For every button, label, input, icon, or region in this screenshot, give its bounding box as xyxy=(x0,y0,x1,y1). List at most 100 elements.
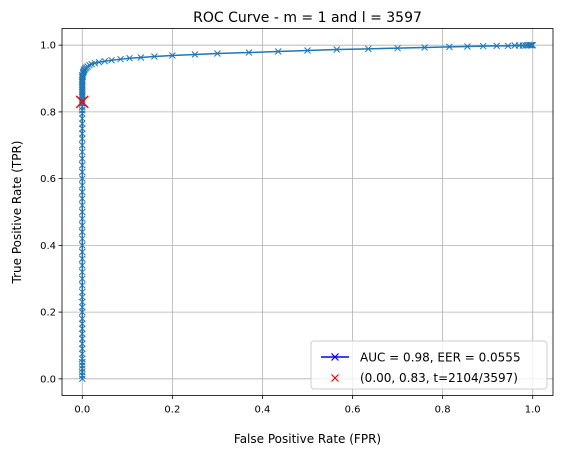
legend-eer-x xyxy=(331,374,339,382)
eer-point xyxy=(75,95,89,109)
roc-point xyxy=(394,44,401,52)
roc-point xyxy=(78,125,86,132)
roc-point xyxy=(78,161,86,169)
roc-point xyxy=(274,48,282,55)
roc-point xyxy=(245,49,253,56)
roc-point xyxy=(78,141,86,149)
legend-box xyxy=(310,340,548,390)
roc-point xyxy=(527,41,534,49)
y-tick-label: 0.4 xyxy=(40,241,56,252)
roc-point xyxy=(493,42,501,50)
roc-point xyxy=(214,50,221,57)
roc-point xyxy=(78,303,86,311)
legend: AUC = 0.98, EER = 0.0555 (0.00, 0.83, t=… xyxy=(310,340,548,390)
legend-marker-eer xyxy=(331,374,339,382)
roc-point xyxy=(78,135,86,142)
roc-point xyxy=(78,130,86,137)
x-tick-label: 0.2 xyxy=(164,405,180,416)
x-tick-label: 0.8 xyxy=(435,405,451,416)
roc-point xyxy=(78,208,86,216)
roc-point xyxy=(529,41,537,49)
roc-point xyxy=(78,282,86,289)
roc-point xyxy=(78,335,86,343)
series-layer xyxy=(75,41,537,383)
x-axis-label: False Positive Rate (FPR) xyxy=(234,432,381,446)
roc-point xyxy=(78,215,86,223)
x-axis-ticks: 0.0 0.2 0.4 0.6 0.8 1.0 xyxy=(74,395,541,416)
roc-point xyxy=(78,293,86,301)
roc-point xyxy=(364,45,372,53)
roc-point xyxy=(78,340,86,348)
chart-title: ROC Curve - m = 1 and l = 3597 xyxy=(193,10,422,26)
roc-point xyxy=(169,52,176,59)
legend-roc-x xyxy=(331,353,339,361)
roc-point xyxy=(86,61,93,69)
roc-point xyxy=(78,181,86,189)
x-tick-label: 1.0 xyxy=(525,405,541,416)
roc-point xyxy=(126,54,133,62)
y-axis-label: True Positive Rate (TPR) xyxy=(10,141,24,285)
roc-point xyxy=(78,248,86,256)
legend-label-eer: (0.00, 0.83, t=2104/3597) xyxy=(360,371,518,385)
roc-point xyxy=(333,46,341,53)
roc-point xyxy=(101,57,109,65)
grid xyxy=(62,28,553,396)
roc-point xyxy=(78,298,86,306)
roc-point xyxy=(78,235,86,243)
roc-point xyxy=(117,55,124,63)
roc-point xyxy=(78,350,86,358)
roc-point xyxy=(78,275,86,283)
roc-point xyxy=(78,308,86,316)
roc-point xyxy=(78,242,86,249)
roc-point xyxy=(78,188,86,196)
y-axis-ticks: 0.0 0.2 0.4 0.6 0.8 1.0 xyxy=(40,41,62,385)
roc-point xyxy=(137,54,145,61)
roc-point xyxy=(78,320,86,328)
roc-point xyxy=(78,315,86,323)
roc-point xyxy=(78,148,86,156)
roc-point xyxy=(78,345,86,353)
roc-point xyxy=(78,195,86,203)
roc-point xyxy=(446,43,453,51)
legend-label-roc: AUC = 0.98, EER = 0.0555 xyxy=(360,351,521,365)
roc-point xyxy=(78,201,86,209)
roc-point xyxy=(78,325,86,333)
y-tick-label: 0.0 xyxy=(40,374,56,385)
x-tick-label: 0.6 xyxy=(345,405,361,416)
roc-point xyxy=(78,168,86,176)
roc-point xyxy=(108,56,115,64)
plot-frame xyxy=(61,28,554,396)
x-tick-label: 0.0 xyxy=(74,405,90,416)
legend-marker-roc xyxy=(331,353,339,361)
y-tick-label: 0.6 xyxy=(40,174,56,185)
y-tick-label: 0.2 xyxy=(40,308,56,319)
roc-point xyxy=(78,255,86,263)
roc-point xyxy=(150,53,158,60)
roc-point xyxy=(78,221,86,229)
roc-curve-markers xyxy=(78,41,537,383)
roc-point xyxy=(78,120,86,127)
roc-point xyxy=(78,355,86,363)
roc-point xyxy=(528,41,535,49)
roc-point xyxy=(78,330,86,338)
y-tick-label: 1.0 xyxy=(40,41,56,52)
roc-point xyxy=(95,58,103,66)
x-tick-label: 0.4 xyxy=(255,405,271,416)
roc-point xyxy=(464,43,471,50)
roc-point xyxy=(421,44,428,51)
y-tick-label: 0.8 xyxy=(40,107,56,118)
roc-point xyxy=(78,262,86,269)
roc-point xyxy=(78,175,86,182)
roc-point xyxy=(504,42,512,50)
roc-point xyxy=(304,47,311,54)
roc-point xyxy=(91,59,99,67)
roc-point xyxy=(78,155,86,162)
roc-point xyxy=(78,115,86,122)
roc-point xyxy=(78,288,86,296)
roc-curve-line xyxy=(81,44,533,379)
roc-point xyxy=(78,228,86,236)
roc-point xyxy=(78,268,86,276)
roc-point xyxy=(479,42,487,50)
roc-point xyxy=(191,51,199,58)
